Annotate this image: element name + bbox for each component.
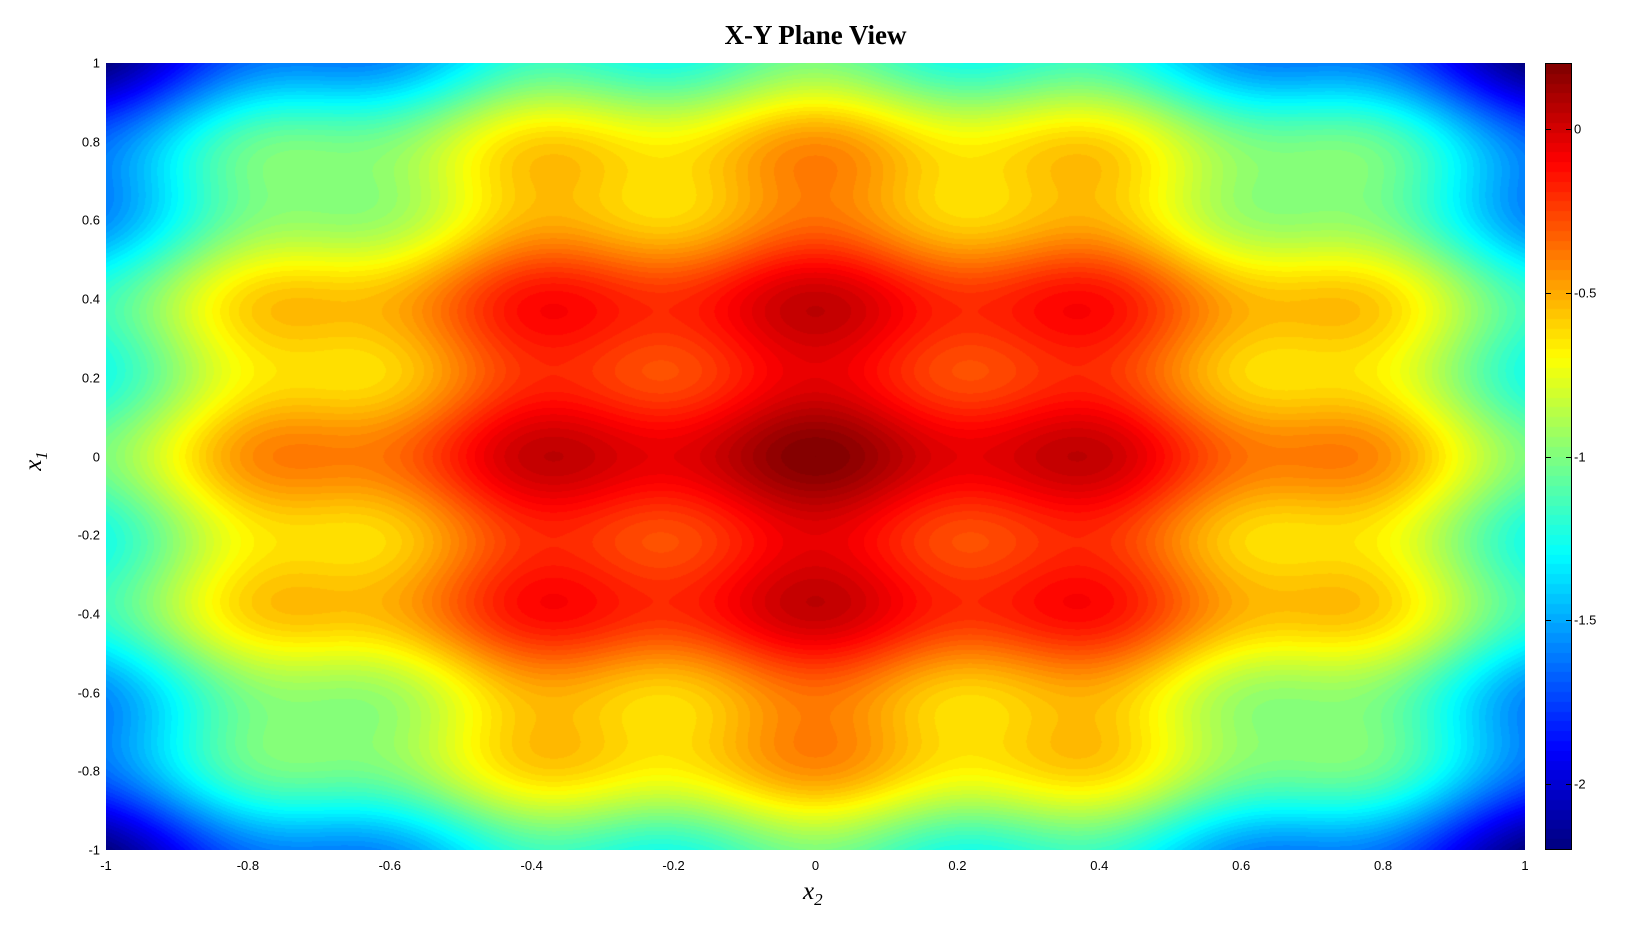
y-tick-label: -0.6 xyxy=(77,685,100,701)
colorbar-tick-mark-left xyxy=(1546,292,1551,294)
x-axis-label-subscript: 2 xyxy=(814,890,823,909)
y-tick-label: -0.4 xyxy=(77,606,100,622)
x-tick-label: 0.6 xyxy=(1232,858,1251,873)
colorbar-tick-mark-left xyxy=(1546,620,1551,622)
y-tick-label: -1 xyxy=(88,842,100,858)
chart-title: X-Y Plane View xyxy=(724,20,907,50)
x-tick-label: -0.6 xyxy=(378,858,401,873)
x-axis-label-base: x xyxy=(803,878,815,905)
y-tick-label: 0.4 xyxy=(81,291,100,307)
colorbar-tick-mark-left xyxy=(1546,784,1551,786)
heatmap-plot-area xyxy=(106,63,1525,850)
colorbar-tick-mark-right xyxy=(1566,292,1571,294)
colorbar-tick-label: -2 xyxy=(1574,776,1586,792)
y-tick-label: 0.6 xyxy=(81,212,100,228)
x-tick-label: -0.8 xyxy=(236,858,260,873)
y-tick-label: 1 xyxy=(92,55,100,71)
x-tick-label: 0.2 xyxy=(948,858,967,873)
x-tick-label: 0 xyxy=(811,858,820,873)
x-tick-label: 0.4 xyxy=(1090,858,1109,873)
x-tick-label: 1 xyxy=(1521,858,1529,873)
y-tick-label: -0.2 xyxy=(77,527,100,543)
x-tick-label: -0.2 xyxy=(662,858,685,873)
x-tick-label: 0.8 xyxy=(1374,858,1393,873)
colorbar-tick-mark-right xyxy=(1566,620,1571,622)
colorbar-tick-label: -1.5 xyxy=(1574,612,1597,628)
y-tick-label: 0 xyxy=(92,449,100,464)
colorbar-tick-label: 0 xyxy=(1574,121,1582,137)
colorbar-tick-mark-right xyxy=(1566,456,1571,458)
y-tick-label: 0.8 xyxy=(81,134,100,150)
colorbar-tick-label: -1 xyxy=(1574,449,1586,464)
colorbar-tick-mark-left xyxy=(1546,456,1551,458)
colorbar-tick-label: -0.5 xyxy=(1574,285,1597,301)
colorbar-tick-mark-right xyxy=(1566,784,1571,786)
x-tick-label: -1 xyxy=(100,858,112,873)
y-tick-label: 0.2 xyxy=(81,370,100,386)
y-tick-label: -0.8 xyxy=(77,763,100,779)
colorbar-tick-mark-left xyxy=(1546,128,1551,130)
x-tick-label: -0.4 xyxy=(520,858,543,873)
colorbar-tick-mark-right xyxy=(1566,128,1571,130)
x-axis-label: x2 xyxy=(803,878,823,910)
